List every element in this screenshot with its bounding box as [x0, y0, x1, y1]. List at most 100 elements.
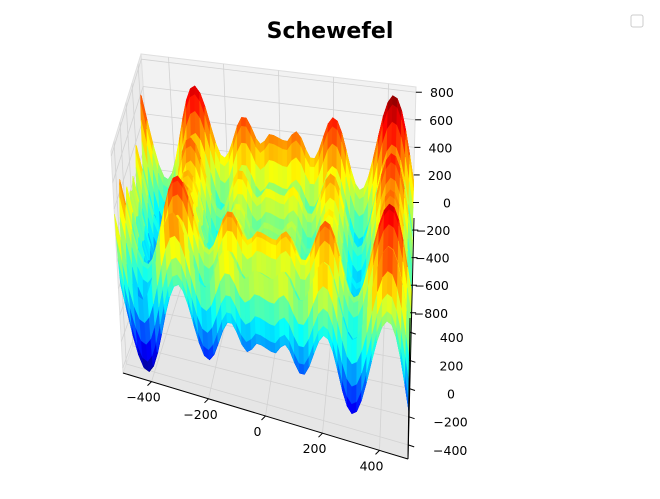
- surface-face: [331, 143, 338, 170]
- x-tick-mark: [204, 398, 209, 404]
- surface-face: [306, 221, 313, 239]
- chart-title: Schewefel: [267, 19, 394, 44]
- surface-face: [309, 157, 315, 168]
- x-tick-mark: [318, 432, 323, 438]
- x-tick-label: −200: [183, 407, 217, 422]
- x-tick-mark: [261, 415, 266, 421]
- z-tick-label: 400: [429, 140, 453, 155]
- surface-face: [353, 300, 359, 319]
- y-tick-label: 200: [439, 358, 463, 373]
- x-tick-label: 0: [254, 424, 262, 439]
- surface-face: [241, 126, 247, 144]
- grid-line-z-side: [110, 59, 142, 157]
- surface-face: [269, 323, 276, 344]
- surface-face: [298, 345, 305, 365]
- z-tick-label: 0: [443, 196, 451, 211]
- surface-face: [235, 203, 241, 211]
- x-tick-label: 400: [360, 458, 384, 473]
- surface-face: [298, 362, 305, 375]
- surface-face: [322, 285, 329, 313]
- surface-face: [256, 250, 262, 274]
- surface-face: [358, 196, 365, 218]
- grid-line-z-back: [143, 86, 416, 121]
- surface-face: [277, 146, 283, 167]
- surface-face: [241, 142, 247, 166]
- surface-face: [351, 361, 358, 387]
- surface-face: [268, 134, 274, 145]
- x-tick-label: 200: [303, 441, 327, 456]
- surface-face: [273, 143, 279, 165]
- surface-face: [309, 183, 315, 208]
- y-tick-label: 0: [447, 387, 455, 402]
- surface-mesh: [114, 85, 414, 415]
- surface-face: [356, 253, 363, 273]
- surface-face: [237, 170, 243, 181]
- surface-face: [324, 240, 330, 267]
- surface-face: [279, 316, 285, 338]
- z-tick-label: −400: [415, 251, 449, 266]
- surface-face: [254, 293, 261, 319]
- grid-line-y-floor: [126, 363, 409, 446]
- surface-face: [291, 140, 297, 162]
- surface-face: [300, 278, 306, 302]
- surface-face: [268, 278, 275, 304]
- surface-face: [278, 271, 285, 299]
- surface-face: [259, 149, 265, 171]
- y-tick-label: −200: [433, 415, 467, 430]
- surface-face: [226, 230, 233, 253]
- z-tick-label: 600: [429, 113, 453, 128]
- surface-face: [391, 104, 398, 126]
- surface-face: [190, 110, 196, 137]
- y-tick-mark: [408, 444, 415, 448]
- z-tick-label: −200: [416, 223, 450, 238]
- surface-face: [268, 142, 274, 162]
- surface-face: [268, 159, 274, 184]
- y-tick-label: 400: [440, 330, 464, 345]
- surface-face: [265, 188, 271, 199]
- surface-face: [261, 252, 267, 277]
- surface-face: [265, 196, 271, 214]
- surface-face: [277, 163, 284, 189]
- surface-face: [254, 315, 261, 336]
- surface-face: [243, 276, 250, 303]
- z-tick-label: −800: [414, 306, 448, 321]
- surface-face: [274, 200, 280, 220]
- x-tick-mark: [375, 450, 380, 455]
- surface-face: [322, 261, 329, 291]
- grid-line-z-back: [141, 58, 416, 93]
- x-tick-mark: [147, 381, 152, 386]
- surface-face: [237, 178, 243, 196]
- surface-face: [271, 243, 277, 261]
- surface-face: [309, 166, 315, 185]
- surface-face: [358, 213, 364, 240]
- surface-face: [273, 160, 279, 187]
- surface-face: [226, 216, 233, 233]
- surface-face: [260, 166, 266, 193]
- surface-face: [241, 117, 247, 128]
- surface-face: [266, 255, 272, 280]
- surface-face: [258, 271, 265, 300]
- surface-face: [388, 224, 394, 251]
- surface-face: [352, 315, 359, 340]
- surface-face: [268, 301, 275, 327]
- surface-face: [300, 264, 306, 281]
- grid-line-y-floor: [132, 345, 409, 418]
- grid-line-z-side: [112, 86, 144, 183]
- surface-face: [387, 270, 393, 298]
- surface-face: [317, 261, 324, 293]
- surface-face: [220, 179, 226, 206]
- surface-face: [256, 236, 262, 253]
- surface-face: [298, 299, 304, 326]
- surface-face: [172, 180, 178, 198]
- z-tick-label: 800: [430, 85, 454, 100]
- surface-face: [279, 194, 285, 206]
- legend-box: [630, 14, 644, 28]
- surface-face: [387, 246, 394, 275]
- surface-face: [189, 94, 196, 115]
- surface-face: [351, 337, 358, 365]
- surface-face: [282, 148, 288, 168]
- x-tick-label: −400: [126, 390, 160, 405]
- surface-face: [282, 165, 288, 190]
